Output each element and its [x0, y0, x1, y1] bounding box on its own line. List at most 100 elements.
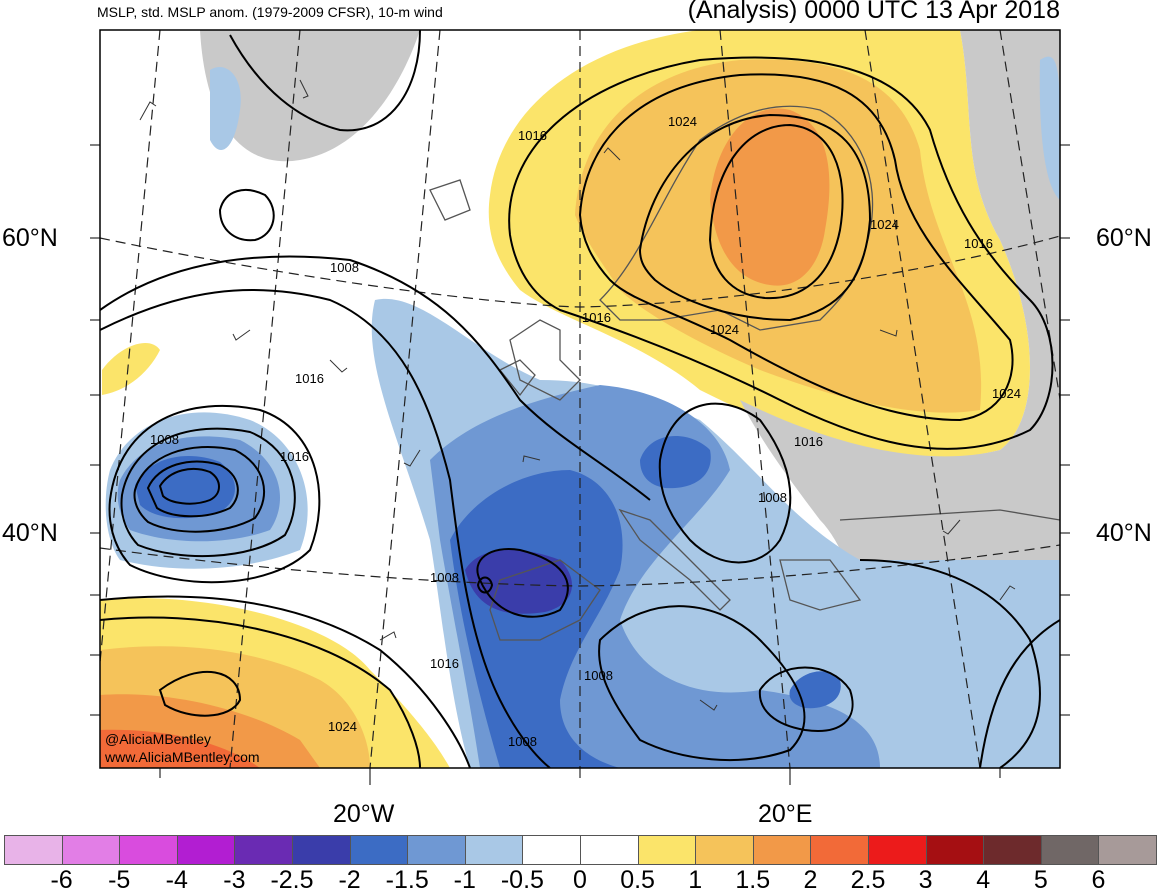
colorbar-tick-label: 6 — [1091, 866, 1106, 894]
colorbar-swatch — [292, 835, 351, 865]
colorbar-tick-label: 2.5 — [850, 866, 886, 894]
wind-barb — [329, 359, 348, 373]
isobar — [100, 616, 421, 768]
anomaly-region — [200, 30, 420, 162]
isobar — [218, 189, 275, 242]
colorbar-tick-label: 1.5 — [735, 866, 771, 894]
isobar — [758, 666, 854, 732]
wind-barb — [522, 455, 541, 463]
coastline — [509, 319, 581, 401]
wind-barb — [879, 329, 898, 337]
isobar — [120, 427, 296, 558]
colorbar-tick-label: 0 — [573, 866, 587, 894]
lat-label-40n-right: 40°N — [1096, 519, 1152, 547]
coastline — [498, 359, 536, 397]
colorbar-swatch — [407, 835, 466, 865]
credit-url: www.AliciaMBentley.com — [104, 749, 260, 765]
isobar — [979, 619, 1060, 768]
graticule-line — [369, 30, 441, 768]
anomaly-region — [1039, 56, 1060, 201]
isobar-label: 1008 — [330, 260, 359, 275]
isobar-label: 1024 — [710, 322, 739, 337]
colorbar-tick-label: -5 — [108, 866, 131, 894]
colorbar-tick-label: -0.5 — [500, 866, 544, 894]
colorbar-swatch — [983, 835, 1042, 865]
graticule-line — [229, 30, 301, 768]
colorbar-tick-label: 2 — [803, 866, 818, 894]
isobar-label: 1016 — [280, 449, 309, 464]
colorbar-tick-label: 5 — [1033, 866, 1048, 894]
colorbar-swatch — [1040, 835, 1100, 865]
lat-label-60n-left: 60°N — [2, 224, 58, 252]
anomaly-region — [100, 729, 260, 768]
isobar — [158, 467, 220, 505]
isobar-label: 1008 — [430, 570, 459, 585]
isobar-label: 1016 — [582, 310, 611, 325]
wind-barb — [379, 631, 397, 641]
isobar-label: 1024 — [328, 719, 357, 734]
colorbar-tick-label: 1 — [688, 866, 703, 894]
isobar — [638, 113, 872, 322]
isobar — [100, 595, 471, 768]
colorbar-swatch — [119, 835, 178, 865]
isobar — [100, 289, 551, 768]
colorbar-swatch — [349, 835, 409, 865]
colorbar-swatch — [810, 835, 869, 865]
isobar-label: 1024 — [992, 386, 1021, 401]
wind-barb — [139, 101, 157, 121]
lon-label-20w: 20°W — [333, 800, 395, 828]
isobar — [476, 548, 569, 618]
isobar-label: 1008 — [758, 490, 787, 505]
colorbar-swatch — [925, 835, 985, 865]
graticule-line — [864, 30, 981, 768]
isobar — [476, 576, 494, 594]
isobar — [578, 73, 1014, 422]
colorbar-swatch — [522, 835, 581, 865]
graticule-line — [719, 30, 791, 768]
lat-label-60n-right: 60°N — [1096, 224, 1152, 252]
colorbar-swatch — [637, 835, 697, 865]
wind-barb — [942, 519, 961, 535]
isobar-label: 1016 — [518, 128, 547, 143]
coastline — [779, 559, 862, 611]
anomaly-region — [640, 436, 711, 489]
colorbar-swatch — [176, 835, 236, 865]
coastline — [429, 179, 471, 221]
isobar — [658, 402, 792, 564]
isobar-label: 1024 — [668, 114, 697, 129]
anomaly-region — [102, 342, 160, 395]
isobar-label: 1008 — [508, 734, 537, 749]
colorbar-swatch — [4, 835, 63, 865]
anomaly-region — [210, 66, 241, 150]
colorbar-swatch — [464, 835, 524, 865]
isobar — [708, 123, 844, 300]
wind-barb — [299, 79, 309, 99]
colorbar-tick-label: 4 — [976, 866, 991, 894]
colorbar-swatch — [61, 835, 121, 865]
wind-barb — [603, 147, 621, 161]
wind-barb — [999, 585, 1016, 601]
colorbar-tick-label: -1 — [453, 866, 476, 894]
coastline — [618, 508, 731, 611]
isobar — [229, 30, 421, 132]
isobar-label: 1016 — [430, 656, 459, 671]
isobar-label: 1016 — [295, 371, 324, 386]
isobar — [859, 559, 1041, 768]
colorbar-swatch — [234, 835, 293, 865]
colorbar-tick-label: -3 — [223, 866, 246, 894]
colorbar-swatch — [580, 835, 639, 865]
colorbar-tick-label: 0.5 — [620, 866, 655, 894]
credit-handle: @AliciaMBentley — [105, 731, 211, 747]
isobar — [100, 255, 651, 501]
colorbar-swatch — [868, 835, 927, 865]
wind-barb — [232, 329, 251, 341]
map-title-left: MSLP, std. MSLP anom. (1979-2009 CFSR), … — [97, 4, 443, 20]
isobar — [598, 605, 806, 762]
isobar — [508, 56, 1054, 450]
colorbar-tick-label: -1.5 — [385, 866, 429, 894]
colorbar-tick-label: -2 — [338, 866, 361, 894]
isobar — [133, 446, 265, 533]
colorbar-tick-label: -6 — [50, 866, 73, 894]
wind-barb — [403, 449, 421, 467]
